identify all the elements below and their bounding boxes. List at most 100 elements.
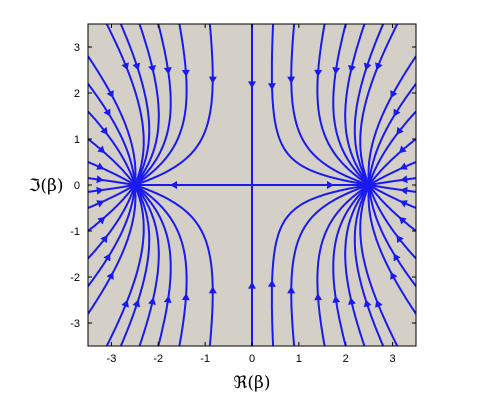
x-axis-ticks: -3 -2 -1 0 1 2 3 xyxy=(107,24,396,365)
streamline-4 xyxy=(134,24,160,186)
streamline-arrow-5 xyxy=(148,297,156,305)
streamline-arrow-41 xyxy=(399,162,408,170)
streamline-arrow-14 xyxy=(287,76,296,84)
streamline-0 xyxy=(105,24,145,186)
streamline-35 xyxy=(369,184,416,209)
streamline-1 xyxy=(105,184,145,346)
streamline-arrow-29 xyxy=(393,253,401,262)
streamline-arrow-53 xyxy=(248,281,256,289)
x-tick-label: 3 xyxy=(390,353,396,365)
streamline-arrow-6 xyxy=(163,67,172,75)
x-tick-label: 2 xyxy=(343,353,349,365)
streamline-5 xyxy=(134,184,160,346)
streamline-25 xyxy=(359,184,399,346)
streamline-arrow-43 xyxy=(398,145,407,154)
streamline-arrows xyxy=(96,62,408,308)
streamline-arrow-27 xyxy=(390,271,398,280)
streamline-arrow-32 xyxy=(97,216,106,225)
streamline-22 xyxy=(353,24,385,186)
x-tick-label: 0 xyxy=(249,353,255,365)
x-tick-label: -2 xyxy=(153,353,163,365)
streamline-arrow-8 xyxy=(181,69,190,77)
streamline-arrow-17 xyxy=(314,293,323,301)
x-tick-label: 1 xyxy=(296,353,302,365)
streamline-43 xyxy=(368,138,416,185)
y-tick-label: -2 xyxy=(70,272,80,284)
streamlines xyxy=(88,24,416,346)
streamline-23 xyxy=(353,184,385,346)
streamline-arrow-26 xyxy=(106,271,114,280)
streamline-arrow-3 xyxy=(132,299,141,308)
streamline-19 xyxy=(332,184,370,346)
streamline-3 xyxy=(119,184,151,346)
streamline-arrow-48 xyxy=(106,90,114,99)
y-tick-label: 1 xyxy=(74,134,80,146)
streamline-20 xyxy=(344,24,370,186)
y-axis-label: ℑ(β) xyxy=(29,176,64,196)
streamline-46 xyxy=(88,83,136,185)
streamline-2 xyxy=(119,24,151,186)
y-tick-label: 0 xyxy=(74,180,80,192)
streamline-arrow-19 xyxy=(332,295,341,303)
streamline-arrow-11 xyxy=(208,286,217,294)
streamline-arrow-28 xyxy=(103,253,111,262)
streamline-arrow-39 xyxy=(400,175,408,184)
streamline-arrow-20 xyxy=(348,65,356,73)
streamline-arrow-52 xyxy=(248,81,256,89)
streamline-13 xyxy=(270,184,369,346)
streamline-arrow-10 xyxy=(208,76,217,84)
streamline-arrow-45 xyxy=(396,126,404,135)
y-tick-label: -1 xyxy=(70,226,80,238)
streamline-8 xyxy=(134,24,188,186)
streamline-36 xyxy=(88,184,135,193)
streamline-32 xyxy=(88,185,136,232)
streamline-arrow-40 xyxy=(96,162,105,170)
streamline-arrow-31 xyxy=(396,235,404,244)
streamline-26 xyxy=(88,185,137,315)
streamline-44 xyxy=(88,110,136,186)
streamline-arrow-47 xyxy=(393,108,401,117)
streamline-arrow-44 xyxy=(100,126,108,135)
streamline-arrow-15 xyxy=(287,286,296,294)
streamline-17 xyxy=(316,184,370,346)
streamline-40 xyxy=(88,161,135,186)
streamline-21 xyxy=(344,184,370,346)
streamline-38 xyxy=(88,177,135,186)
streamline-7 xyxy=(134,184,172,346)
streamline-arrow-0 xyxy=(121,62,129,71)
streamline-27 xyxy=(367,185,416,315)
streamline-42 xyxy=(88,138,136,185)
streamline-arrow-18 xyxy=(332,67,341,75)
y-tick-label: -3 xyxy=(70,318,80,330)
streamline-arrow-51 xyxy=(170,181,177,189)
streamline-12 xyxy=(270,24,369,186)
y-tick-label: 3 xyxy=(74,42,80,54)
streamline-arrow-34 xyxy=(96,200,105,208)
streamline-arrow-30 xyxy=(100,235,108,244)
streamline-arrow-23 xyxy=(363,299,372,308)
streamline-arrow-13 xyxy=(267,279,276,287)
streamline-arrow-49 xyxy=(390,90,398,99)
streamline-28 xyxy=(88,185,136,287)
streamline-18 xyxy=(332,24,370,186)
streamline-6 xyxy=(134,24,172,186)
streamline-arrow-46 xyxy=(103,108,111,117)
y-axis-ticks: -3 -2 -1 0 1 2 3 xyxy=(70,42,416,330)
streamline-41 xyxy=(369,161,416,186)
streamline-arrow-21 xyxy=(348,297,356,305)
x-tick-label: -3 xyxy=(107,353,117,365)
streamline-33 xyxy=(368,185,416,232)
streamline-11 xyxy=(134,184,214,346)
streamline-47 xyxy=(368,83,416,185)
streamline-48 xyxy=(88,55,137,185)
streamline-arrow-22 xyxy=(363,62,372,71)
streamline-14 xyxy=(290,24,370,186)
streamline-arrow-35 xyxy=(399,200,408,208)
streamline-arrow-2 xyxy=(132,62,141,71)
streamline-24 xyxy=(359,24,399,186)
streamline-15 xyxy=(290,184,370,346)
streamline-10 xyxy=(134,24,214,186)
streamline-arrow-1 xyxy=(121,299,129,308)
streamline-arrow-36 xyxy=(96,186,104,195)
